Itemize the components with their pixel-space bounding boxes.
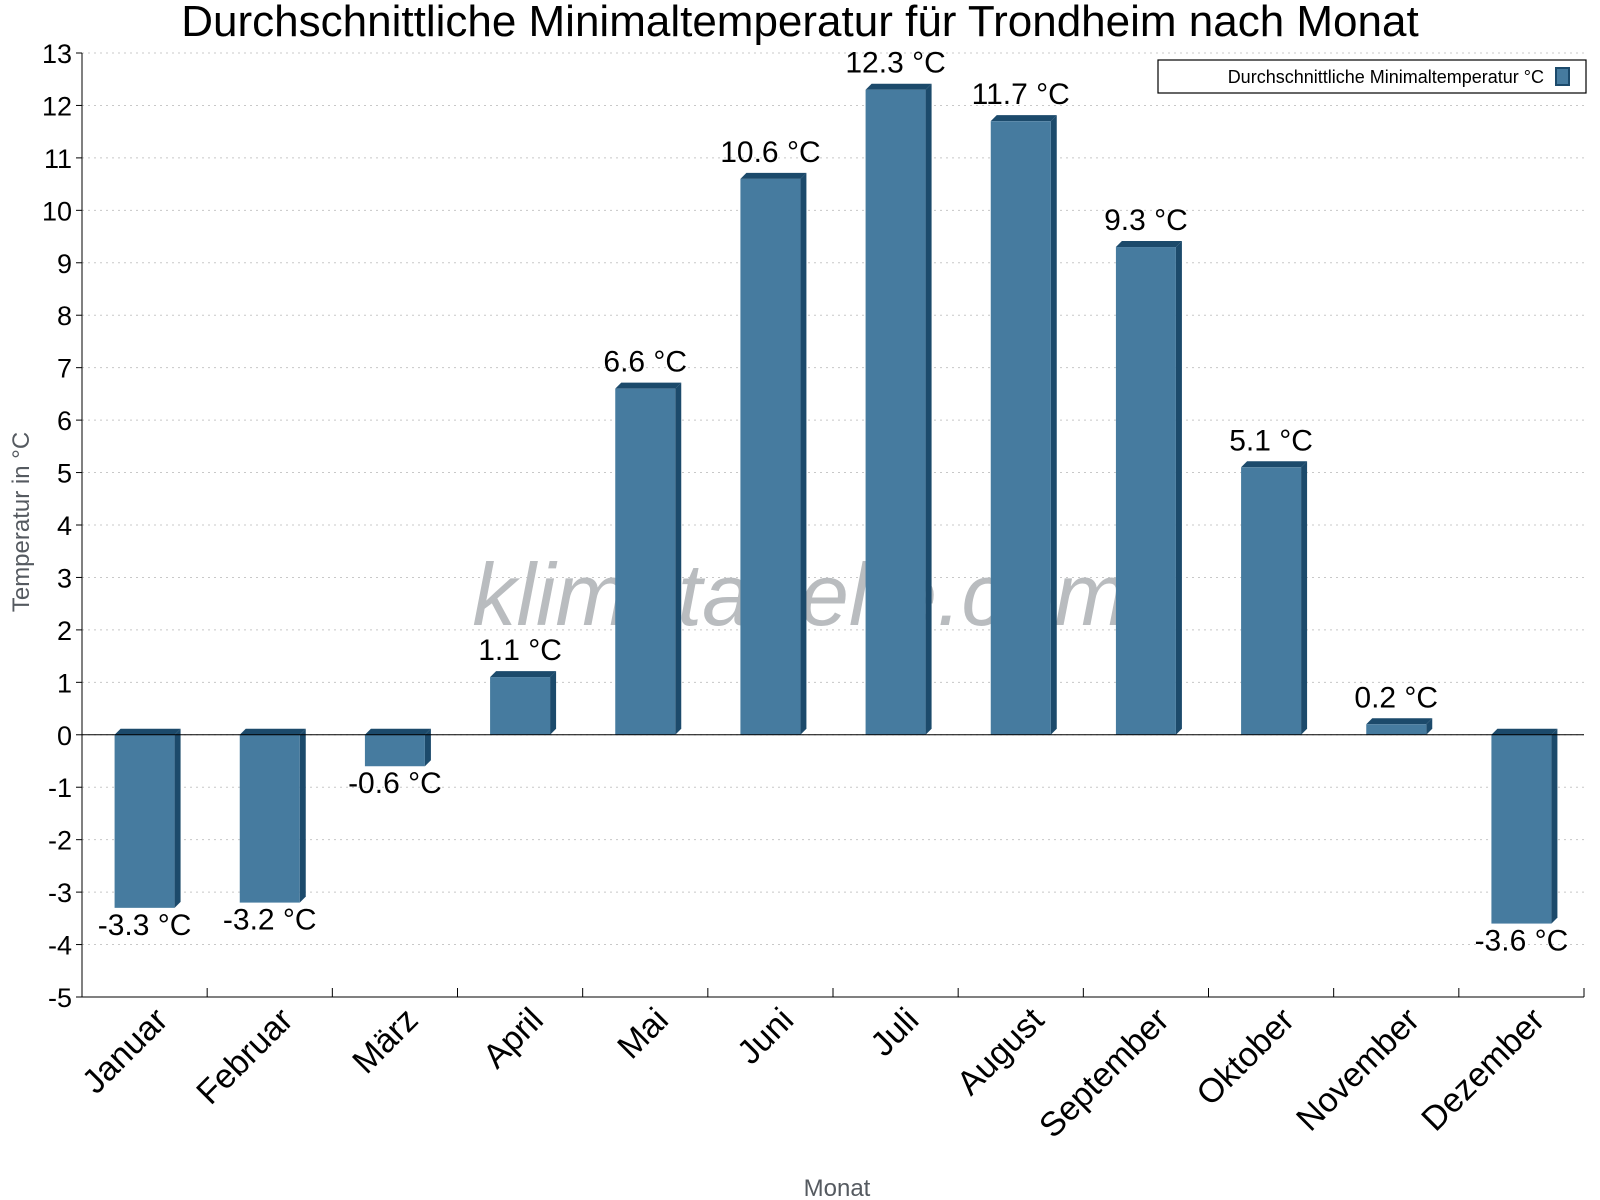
y-tick-label: -3 [48, 878, 72, 908]
bar [740, 178, 801, 735]
chart-title: Durchschnittliche Minimaltemperatur für … [181, 0, 1418, 46]
bar-side-face [800, 172, 807, 735]
y-tick-label: 9 [57, 249, 72, 279]
x-tick-label: April [476, 1001, 551, 1076]
x-tick-label: November [1289, 1001, 1427, 1139]
bar-top-face [990, 115, 1057, 122]
legend-swatch [1555, 67, 1570, 86]
x-axis-title: Monat [804, 1175, 871, 1200]
bar [865, 89, 926, 735]
bar-top-face [364, 728, 431, 735]
x-tick-label: Mai [610, 1001, 676, 1067]
x-tick-label: März [345, 1001, 425, 1081]
y-tick-label: 5 [57, 459, 72, 489]
bar-top-face [1366, 718, 1433, 725]
data-label: 12.3 °C [845, 47, 945, 80]
bar-side-face [424, 728, 431, 767]
data-label: -3.2 °C [223, 904, 317, 937]
data-labels: -3.3 °C -3.2 °C -0.6 °C 1.1 °C 6.6 °C 10.6 °C… [98, 47, 1569, 958]
y-tick-label: 0 [57, 721, 72, 751]
x-tick-label: Juli [863, 1001, 926, 1064]
y-tick-label: 10 [42, 196, 72, 226]
y-tick-label: 2 [57, 616, 72, 646]
data-label: -3.3 °C [98, 909, 192, 942]
x-tick-label: Januar [75, 1001, 175, 1101]
data-label: 10.6 °C [720, 136, 820, 169]
legend-box [1157, 59, 1587, 94]
y-tick-label: 11 [44, 144, 72, 174]
data-label: 5.1 °C [1229, 424, 1313, 457]
bar-side-face [1426, 718, 1433, 735]
y-tick-label: 13 [42, 39, 72, 69]
y-axis-title: Temperatur in °C [8, 432, 35, 612]
y-tick-label: 6 [57, 406, 72, 436]
y-tick-label: 4 [57, 511, 72, 541]
bar [114, 734, 175, 908]
bar-series [114, 83, 1558, 924]
data-label: 9.3 °C [1104, 204, 1188, 237]
x-tick-label: August [950, 1000, 1052, 1102]
bar [1241, 467, 1302, 735]
y-tick-label: -2 [48, 826, 72, 856]
x-tick-label: Februar [189, 1001, 300, 1112]
bar [1366, 724, 1427, 735]
x-tick-label: Dezember [1414, 1001, 1552, 1139]
y-tick-label: -4 [48, 931, 72, 961]
bar-side-face [550, 671, 557, 735]
bar-side-face [174, 728, 181, 908]
x-tick-label: Oktober [1189, 1001, 1301, 1113]
bar-top-face [1115, 241, 1182, 248]
bar-side-face [925, 83, 932, 735]
bar-side-face [1175, 241, 1182, 735]
bar-top-face [615, 382, 682, 389]
bar-side-face [1050, 115, 1057, 735]
data-label: 11.7 °C [972, 78, 1070, 111]
bar-side-face [1551, 728, 1558, 924]
y-tick-label: 1 [57, 668, 72, 698]
bar-top-face [239, 728, 306, 735]
bar-top-face [1241, 461, 1308, 468]
bar-top-face [1491, 728, 1558, 735]
y-tick-label: -1 [48, 773, 72, 803]
bar [364, 734, 425, 767]
y-tick-label: 3 [57, 563, 72, 593]
y-tick-label: 12 [42, 91, 72, 121]
x-tick-label: Juni [730, 1001, 801, 1072]
data-label: 0.2 °C [1354, 681, 1438, 714]
axes [76, 52, 1585, 998]
data-label: -3.6 °C [1475, 925, 1569, 958]
bar [615, 388, 676, 735]
legend: Durchschnittliche Minimaltemperatur °C [1157, 59, 1587, 94]
bar [990, 121, 1051, 735]
data-label: -0.6 °C [348, 767, 442, 800]
bar-side-face [1301, 461, 1308, 735]
legend-label: Durchschnittliche Minimaltemperatur °C [1228, 67, 1544, 87]
gridlines [82, 52, 1584, 946]
x-tick-label: September [1032, 1001, 1176, 1145]
data-label: 6.6 °C [603, 346, 687, 379]
bar [1491, 734, 1552, 924]
bar [490, 677, 551, 735]
data-label: 1.1 °C [478, 634, 562, 667]
y-tick-label: 7 [57, 354, 72, 384]
bar-side-face [675, 382, 682, 735]
y-tick-label: -5 [48, 983, 72, 1013]
x-tick-labels: Januar Februar März April Mai Juni Juli AugustS… [75, 1000, 1552, 1145]
bar-side-face [299, 728, 306, 903]
bar-top-face [114, 728, 181, 735]
bar-top-face [740, 172, 807, 179]
bar [239, 734, 300, 903]
bar-top-face [490, 671, 557, 678]
y-tick-label: 8 [57, 301, 72, 331]
bar [1115, 247, 1176, 735]
bar-top-face [865, 83, 932, 90]
